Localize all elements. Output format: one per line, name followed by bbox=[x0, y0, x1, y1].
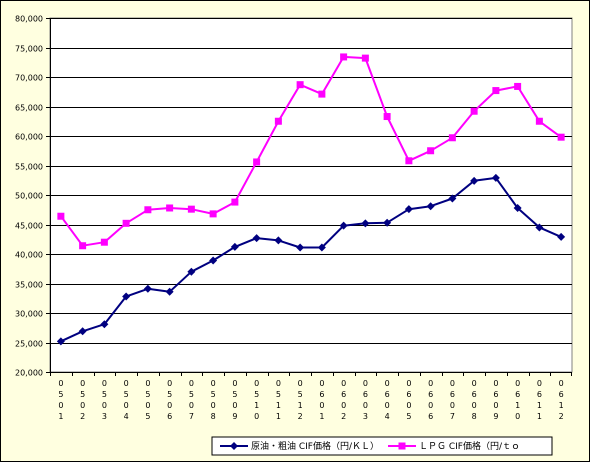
legend-marker-lpg bbox=[398, 442, 406, 450]
y-tick-label: 60,000 bbox=[15, 133, 43, 142]
data-point-lpg bbox=[340, 53, 348, 61]
data-point-crude bbox=[230, 242, 239, 251]
data-point-crude bbox=[252, 234, 261, 243]
data-point-crude bbox=[557, 232, 566, 241]
data-point-crude bbox=[339, 221, 348, 230]
series-line-0 bbox=[60, 176, 562, 343]
y-tick-label: 75,000 bbox=[15, 45, 43, 54]
y-tick-label: 55,000 bbox=[15, 163, 43, 172]
y-tick-label: 25,000 bbox=[15, 340, 43, 349]
y-tick-label: 65,000 bbox=[15, 104, 43, 113]
x-axis-ticks: 0 5 0 1 0 5 0 2 0 5 0 3 0 5 0 4 0 5 0 5 0 5 0 6 0 5 0 7 0 5 0 8 0 5 0 9 0 5 1 0… bbox=[50, 372, 572, 421]
data-point-lpg bbox=[274, 117, 282, 125]
data-point-lpg bbox=[535, 117, 543, 125]
data-point-crude bbox=[491, 173, 500, 182]
data-point-lpg bbox=[100, 238, 108, 246]
data-point-crude bbox=[78, 327, 87, 336]
data-point-lpg bbox=[296, 81, 304, 89]
data-point-lpg bbox=[492, 87, 500, 95]
legend-box bbox=[211, 436, 553, 456]
data-point-crude bbox=[470, 176, 479, 185]
data-point-lpg bbox=[209, 210, 217, 218]
data-point-crude bbox=[317, 243, 326, 252]
plot-area bbox=[49, 17, 573, 373]
y-tick-label: 35,000 bbox=[15, 281, 43, 290]
data-point-lpg bbox=[361, 54, 369, 62]
y-tick-label: 40,000 bbox=[15, 251, 43, 260]
data-point-lpg bbox=[231, 198, 239, 206]
data-point-crude bbox=[426, 202, 435, 211]
legend-marker-crude bbox=[230, 442, 238, 450]
data-point-lpg bbox=[470, 107, 478, 115]
data-point-lpg bbox=[514, 82, 522, 90]
y-tick-label: 50,000 bbox=[15, 192, 43, 201]
data-point-crude bbox=[404, 205, 413, 214]
data-point-crude bbox=[187, 267, 196, 276]
data-point-lpg bbox=[448, 134, 456, 142]
data-point-crude bbox=[100, 320, 109, 329]
legend-label-crude: 原油・粗油 CIF価格（円/ＫＬ） bbox=[251, 440, 379, 452]
data-point-lpg bbox=[187, 205, 195, 213]
y-tick-label: 45,000 bbox=[15, 222, 43, 231]
data-point-lpg bbox=[253, 158, 261, 166]
y-tick-label: 20,000 bbox=[15, 369, 43, 378]
legend: 原油・粗油 CIF価格（円/ＫＬ） ＬＰＧ CIF価格（円/ｔｏ bbox=[211, 436, 553, 456]
data-point-lpg bbox=[144, 206, 152, 214]
data-point-lpg bbox=[79, 242, 87, 250]
data-point-lpg bbox=[405, 157, 413, 165]
data-point-lpg bbox=[57, 212, 65, 220]
data-point-lpg bbox=[122, 219, 130, 227]
data-point-crude bbox=[209, 256, 218, 265]
data-point-lpg bbox=[166, 204, 174, 212]
series-line-1 bbox=[60, 55, 562, 247]
y-tick-label: 30,000 bbox=[15, 310, 43, 319]
data-point-crude bbox=[361, 219, 370, 228]
y-tick-label: 70,000 bbox=[15, 74, 43, 83]
data-point-crude bbox=[56, 337, 65, 346]
data-point-crude bbox=[274, 236, 283, 245]
data-point-lpg bbox=[427, 147, 435, 155]
data-point-lpg bbox=[318, 90, 326, 98]
legend-label-lpg: ＬＰＧ CIF価格（円/ｔｏ bbox=[419, 440, 520, 452]
data-point-crude bbox=[448, 194, 457, 203]
data-point-lpg bbox=[557, 133, 565, 141]
y-tick-label: 80,000 bbox=[15, 15, 43, 24]
data-point-crude bbox=[122, 292, 131, 301]
y-axis-ticks: 20,000 25,000 30,000 35,000 40,000 45,000 50,0… bbox=[15, 15, 50, 378]
data-point-crude bbox=[296, 243, 305, 252]
data-point-crude bbox=[165, 287, 174, 296]
data-point-crude bbox=[383, 218, 392, 227]
data-point-crude bbox=[513, 203, 522, 212]
data-point-crude bbox=[143, 284, 152, 293]
data-point-crude bbox=[535, 223, 544, 232]
data-point-lpg bbox=[383, 113, 391, 121]
series-layer bbox=[56, 53, 566, 346]
